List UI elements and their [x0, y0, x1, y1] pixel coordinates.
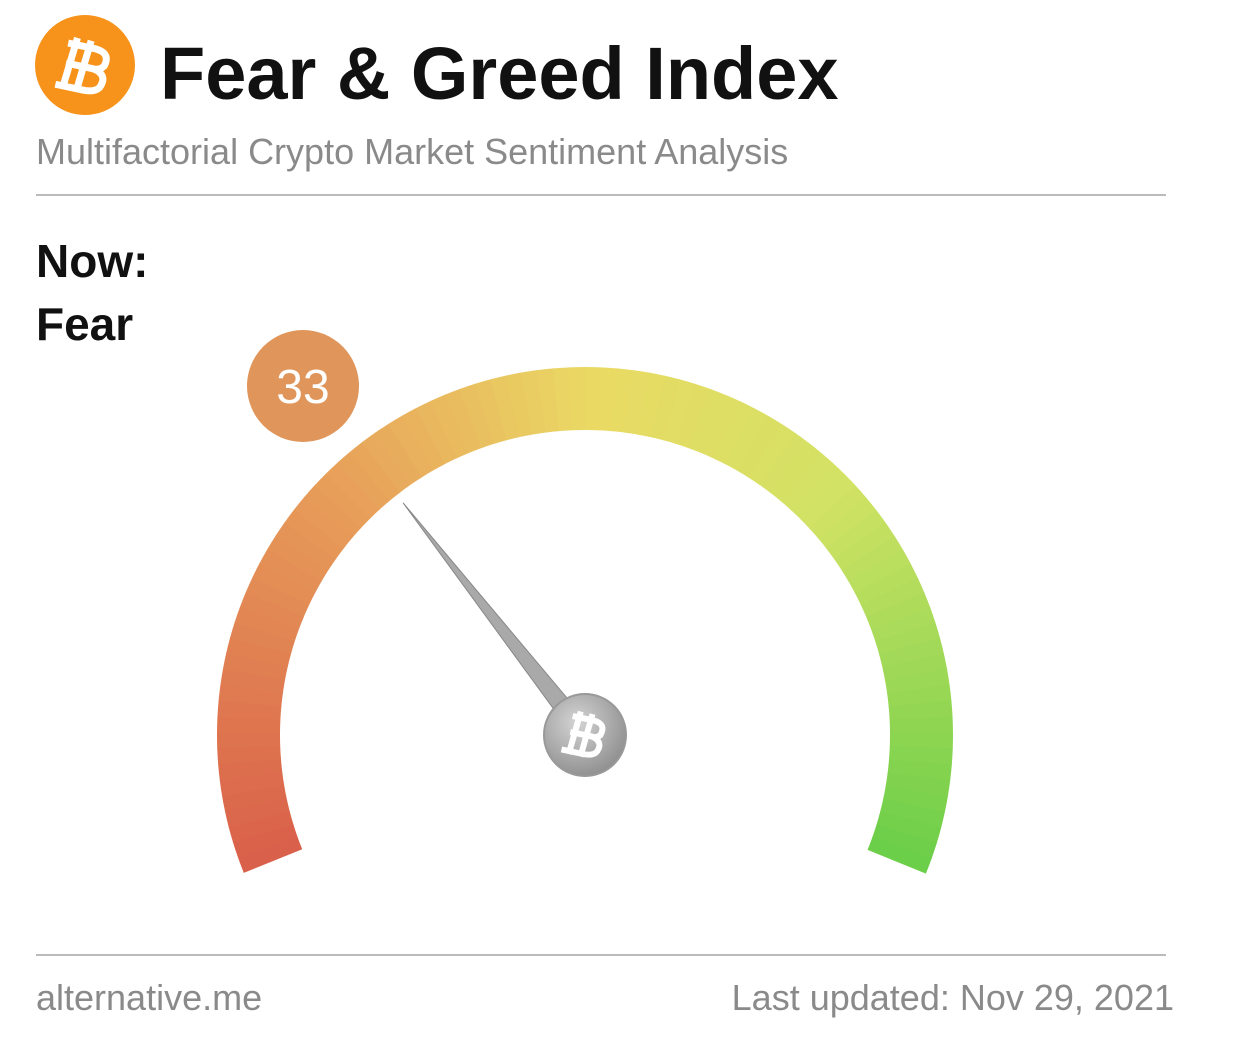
- gauge-segment: [841, 535, 904, 582]
- gauge-segment: [267, 535, 329, 582]
- now-label: Now:: [36, 235, 148, 287]
- gauge-segment: [854, 563, 919, 606]
- gauge-segment: [245, 577, 310, 617]
- gauge-segment: [474, 379, 508, 444]
- gauge-segment: [725, 408, 769, 471]
- gauge-segment: [799, 473, 856, 529]
- gauge-segment: [217, 715, 281, 733]
- gauge-segment: [239, 591, 305, 630]
- gauge-segment: [505, 372, 533, 438]
- gauge-segment: [867, 836, 932, 874]
- gauge-segment: [337, 451, 391, 510]
- gauge-segment: [444, 388, 482, 454]
- gauge-segment: [826, 509, 887, 560]
- title: Fear & Greed Index: [160, 32, 839, 115]
- gauge-segment: [234, 606, 300, 642]
- last-updated: Last updated: Nov 29, 2021: [732, 977, 1174, 1018]
- logo-glyph: [54, 36, 110, 95]
- gauge-segment: [232, 823, 298, 858]
- gauge-segment: [349, 441, 401, 501]
- gauge-segment: [224, 797, 290, 828]
- gauge-segment: [834, 522, 895, 571]
- gauge: 33: [217, 330, 954, 874]
- gauge-segment: [252, 562, 316, 605]
- subtitle: Multifactorial Crypto Market Sentiment A…: [36, 131, 788, 172]
- gauge-segment: [879, 637, 944, 668]
- value-label: 33: [276, 361, 329, 414]
- gauge-segment: [237, 836, 303, 873]
- gauge-segment: [759, 432, 809, 493]
- gauge-segment: [624, 370, 650, 435]
- gauge-segment: [780, 452, 834, 510]
- gauge-segment: [860, 577, 925, 618]
- gauge-segment: [875, 622, 941, 655]
- gauge-segment: [220, 668, 286, 694]
- gauge-segment: [228, 810, 294, 843]
- gauge-segment: [676, 383, 712, 449]
- gauge-segment: [314, 473, 371, 529]
- gauge-segment: [490, 375, 520, 441]
- gauge-segment: [221, 784, 287, 812]
- gauge-segment: [885, 772, 951, 797]
- gauge-segment: [736, 415, 783, 478]
- gauge-segment: [701, 394, 741, 459]
- gauge-segment: [585, 367, 602, 431]
- gauge-segment: [222, 652, 288, 681]
- gauge-segment: [882, 653, 948, 681]
- gauge-segment: [883, 785, 948, 813]
- gauge-segment: [415, 400, 458, 465]
- gauge-segment: [880, 798, 945, 829]
- gauge-segment: [713, 401, 755, 465]
- gauge-segment: [553, 367, 573, 432]
- gauge-segment: [885, 668, 950, 694]
- gauge-segment: [872, 824, 937, 859]
- gauge-segment: [361, 432, 412, 493]
- gauge-segment: [217, 731, 281, 749]
- gauge-segment: [790, 462, 845, 520]
- gauge-segment: [848, 549, 911, 594]
- gauge-segment: [218, 758, 283, 781]
- gauge-segment: [663, 379, 696, 445]
- logo: [35, 15, 135, 115]
- hub-glyph: [560, 710, 606, 758]
- gauge-segment: [611, 368, 634, 433]
- gauge-segment: [275, 521, 337, 570]
- gauge-segment: [459, 383, 495, 449]
- gauge-segment: [887, 684, 952, 708]
- gauge-segment: [637, 372, 666, 438]
- gauge-segment: [304, 484, 362, 539]
- gauge-segment: [430, 394, 470, 459]
- gauge-segment: [871, 607, 936, 643]
- gauge-segment: [866, 592, 931, 630]
- gauge-segment: [748, 424, 796, 486]
- gauge-segment: [218, 683, 283, 707]
- gauge-segment: [293, 496, 353, 549]
- gauge-segment: [688, 388, 726, 454]
- gauge-segment: [537, 368, 560, 433]
- gauge-segment: [374, 423, 423, 485]
- source: alternative.me: [36, 977, 262, 1018]
- gauge-segment: [284, 509, 345, 559]
- value-bubble: [247, 330, 359, 442]
- gauge-segment: [887, 759, 952, 782]
- gauge-segment: [769, 442, 822, 502]
- gauge-segment: [226, 636, 292, 668]
- gauge-segment: [325, 462, 381, 519]
- gauge-segment: [809, 485, 867, 539]
- gauge-segment: [259, 548, 322, 593]
- gauge-segment: [888, 746, 953, 766]
- gauge-segment: [888, 700, 953, 721]
- gauge-segment: [889, 732, 954, 750]
- gauge-segment: [817, 497, 877, 549]
- classification: Fear: [36, 298, 133, 350]
- gauge-segment: [217, 745, 281, 765]
- gauge-segment: [388, 415, 434, 478]
- gauge-segment: [889, 716, 953, 734]
- gauge-segment: [401, 407, 446, 471]
- gauge-segment: [650, 375, 681, 441]
- gauge-segment: [876, 811, 942, 844]
- gauge-segment: [569, 367, 586, 431]
- gauge-segment: [230, 621, 295, 655]
